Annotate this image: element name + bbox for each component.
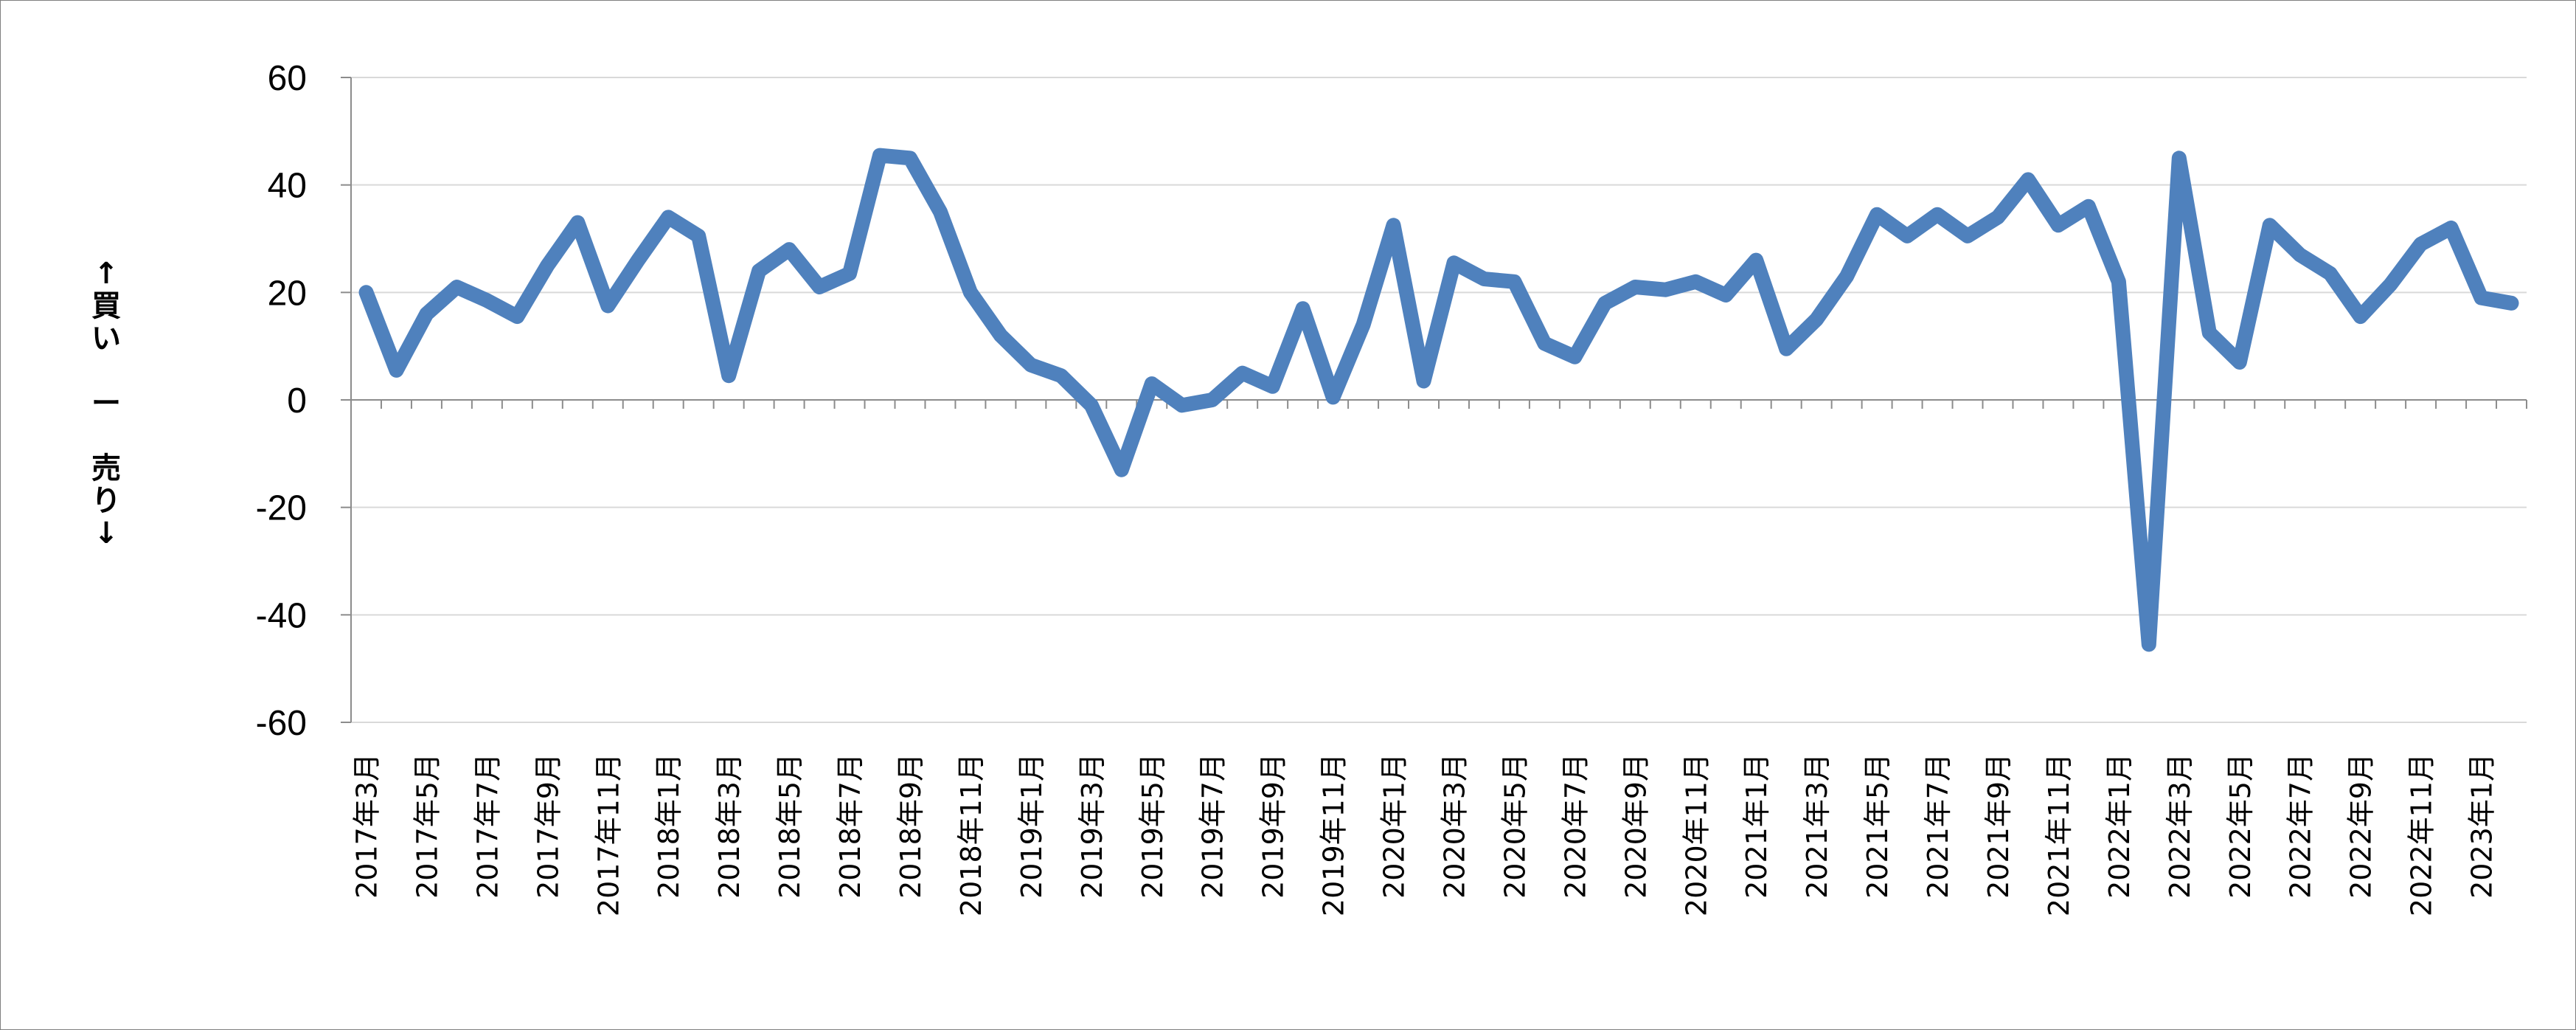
x-tick-label: 2022年1月	[2103, 753, 2136, 899]
y-axis-label-char: り	[91, 484, 121, 518]
x-tick-label: 2022年9月	[2345, 753, 2378, 899]
y-axis-label-char: ↓	[94, 516, 119, 550]
x-tick-label: 2017年11月	[592, 753, 625, 916]
x-tick-label: 2018年11月	[955, 753, 987, 916]
x-tick-label: 2019年11月	[1318, 753, 1350, 916]
x-tick-label: 2021年5月	[1861, 753, 1894, 899]
y-axis-ticks: 60 40 20 0 -20 -40 -60	[256, 59, 351, 743]
y-axis-label-char: い	[91, 322, 121, 356]
x-tick-label: 2020年9月	[1619, 753, 1652, 899]
y-axis-label-char	[91, 419, 121, 453]
x-tick-label: 2021年1月	[1740, 753, 1773, 899]
x-tick-label: 2022年11月	[2406, 753, 2438, 916]
x-tick-label: 2018年1月	[653, 753, 685, 899]
x-tick-label: 2017年3月	[350, 753, 383, 899]
y-axis-label-char	[91, 354, 121, 388]
series-group	[358, 148, 2519, 652]
x-tick-label: 2017年9月	[532, 753, 564, 899]
y-axis-label: ↑買い ー 売り↓	[91, 257, 121, 550]
x-tick-label: 2021年11月	[2043, 753, 2075, 916]
x-tick-label: 2019年7月	[1197, 753, 1229, 899]
y-tick-label: 60	[268, 59, 307, 98]
y-axis-label-char: 売	[91, 452, 121, 485]
y-axis-label-char: ↑	[94, 257, 119, 291]
x-tick-label: 2017年7月	[471, 753, 504, 899]
y-tick-label: 20	[268, 274, 307, 313]
y-tick-label: 0	[287, 381, 307, 421]
x-tick-label: 2018年3月	[713, 753, 746, 899]
series-line	[358, 148, 2519, 652]
x-tick-label: 2018年5月	[774, 753, 806, 899]
x-tick-label: 2019年3月	[1076, 753, 1108, 899]
y-axis-label-char: ー	[91, 387, 121, 421]
x-tick-label: 2020年7月	[1559, 753, 1591, 899]
y-tick-label: -60	[256, 704, 307, 743]
x-tick-label: 2022年7月	[2285, 753, 2317, 899]
x-tick-label: 2022年5月	[2224, 753, 2257, 899]
x-tick-label: 2020年5月	[1499, 753, 1531, 899]
x-tick-label: 2017年5月	[411, 753, 443, 899]
x-tick-label: 2018年7月	[834, 753, 867, 899]
x-tick-label: 2021年3月	[1801, 753, 1833, 899]
x-tick-label: 2020年3月	[1438, 753, 1471, 899]
x-tick-label: 2022年3月	[2164, 753, 2196, 899]
x-tick-label: 2023年1月	[2466, 753, 2499, 899]
y-tick-label: 40	[268, 167, 307, 206]
x-tick-label: 2021年7月	[1922, 753, 1954, 899]
y-axis-label-char: 買	[91, 289, 121, 323]
x-tick-label: 2019年5月	[1136, 753, 1169, 899]
x-tick-label: 2020年1月	[1378, 753, 1411, 899]
x-tick-label: 2019年1月	[1016, 753, 1048, 899]
y-tick-label: -20	[256, 489, 307, 528]
x-tick-label: 2019年9月	[1257, 753, 1290, 899]
y-tick-label: -40	[256, 596, 307, 635]
x-axis-ticks: 2017年3月 2017年5月 2017年7月 2017年9月 2017年11月 2018…	[350, 400, 2527, 916]
x-tick-label: 2020年11月	[1680, 753, 1712, 916]
x-tick-label: 2018年9月	[895, 753, 927, 899]
x-tick-label: 2021年9月	[1982, 753, 2015, 899]
